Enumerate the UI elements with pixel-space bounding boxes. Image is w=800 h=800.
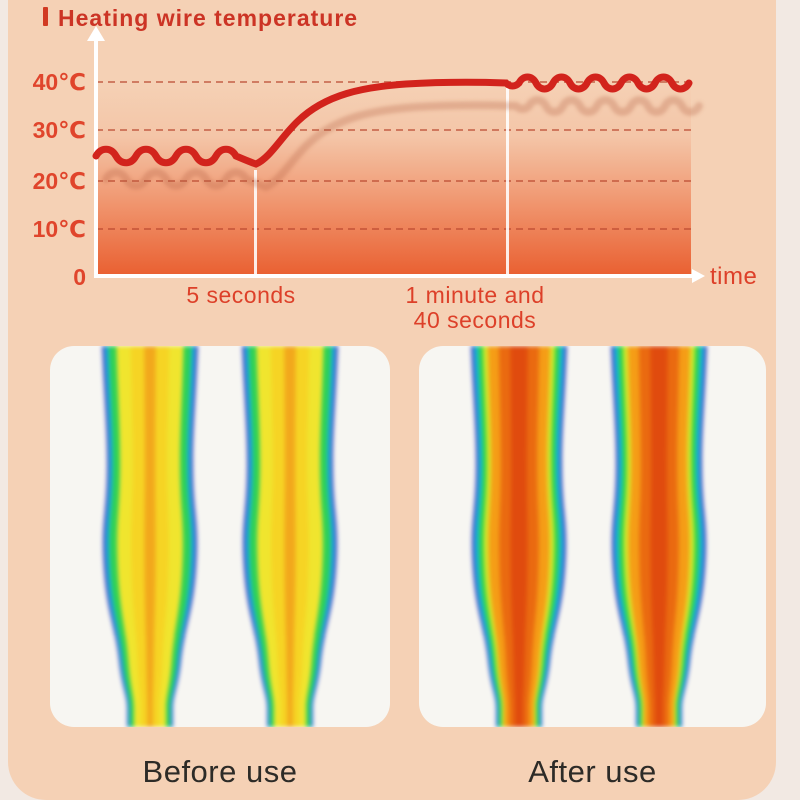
- xtick-1min40s-line1: 1 minute and: [405, 282, 545, 308]
- marker-1min40s: [506, 88, 509, 276]
- x-axis-arrow-icon: [692, 269, 705, 283]
- xtick-5-seconds: 5 seconds: [186, 282, 296, 308]
- thermal-image-before: [50, 346, 390, 727]
- ytick-0: 0: [73, 264, 86, 290]
- xtick-1min40s: 1 minute and 40 seconds: [365, 283, 585, 333]
- caption-after-use: After use: [528, 754, 657, 789]
- y-axis-arrow-icon: [87, 26, 105, 41]
- gridline-40c: [96, 81, 691, 83]
- thermal-image-after: [419, 346, 766, 727]
- chart-title: Heating wire temperature: [58, 5, 359, 31]
- y-axis-line: [94, 40, 98, 278]
- gridline-20c: [96, 180, 691, 182]
- thermal-legs-after-group: [471, 346, 707, 727]
- ytick-30: 30℃: [32, 117, 86, 143]
- xtick-1min40s-line2: 40 seconds: [413, 307, 537, 333]
- x-axis-time-label: time: [710, 263, 758, 290]
- thermal-legs-before-svg: [102, 346, 338, 727]
- title-accent-bar: [43, 7, 48, 26]
- thermal-legs-after-svg: [471, 346, 707, 727]
- gridline-10c: [96, 228, 691, 230]
- x-axis-line: [94, 274, 692, 278]
- ytick-40: 40℃: [32, 69, 86, 95]
- gridline-30c: [96, 129, 691, 131]
- ytick-10: 10℃: [32, 216, 86, 242]
- ytick-20: 20℃: [32, 168, 86, 194]
- thermal-legs-before-group: [102, 346, 338, 727]
- marker-5-seconds: [254, 170, 257, 276]
- caption-before-use: Before use: [142, 754, 298, 789]
- poster-card: Heating wire temperature 40℃ 30℃ 20℃ 10℃…: [8, 0, 776, 800]
